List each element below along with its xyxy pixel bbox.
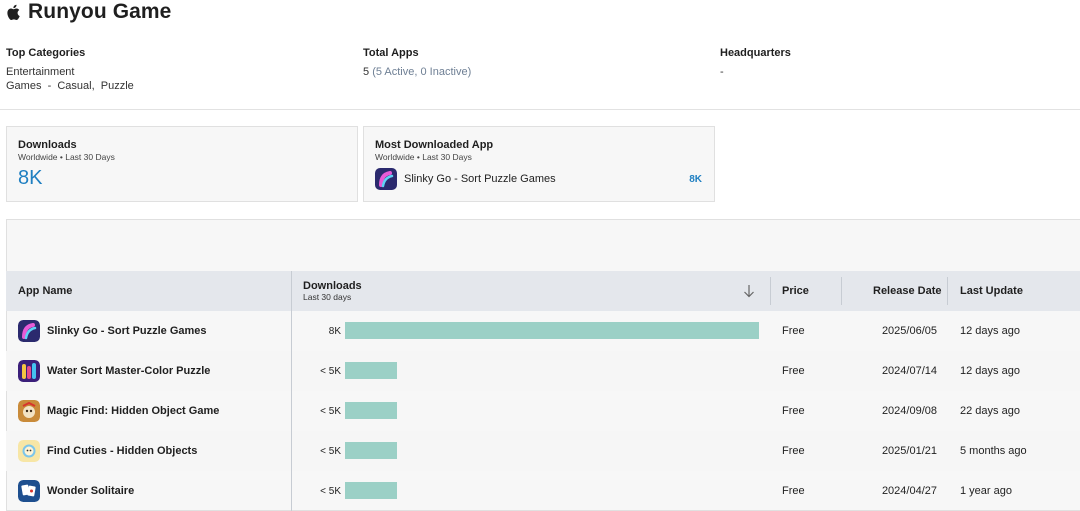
downloads-bar: [345, 402, 397, 419]
top-categories-label: Top Categories: [6, 47, 86, 59]
downloads-value: < 5K: [320, 405, 341, 417]
release-date: 2024/04/27: [881, 485, 937, 497]
app-name[interactable]: Wonder Solitaire: [47, 485, 135, 497]
app-name[interactable]: Water Sort Master-Color Puzzle: [47, 365, 211, 377]
slinky-app-icon: [375, 168, 397, 190]
solitaire-app-icon: [18, 480, 40, 502]
downloads-value: < 5K: [320, 445, 341, 457]
column-price[interactable]: Price: [782, 285, 809, 297]
downloads-bar: [345, 322, 759, 339]
app-name[interactable]: Slinky Go - Sort Puzzle Games: [47, 325, 207, 337]
price: Free: [782, 365, 805, 377]
downloads-value: < 5K: [320, 365, 341, 377]
category-entertainment[interactable]: Entertainment: [6, 66, 75, 78]
most-downloaded-subtitle: Worldwide • Last 30 Days: [375, 152, 472, 162]
downloads-bar: [345, 482, 397, 499]
column-divider: [947, 277, 948, 305]
downloads-card: Downloads Worldwide • Last 30 Days 8K: [6, 126, 358, 202]
last-update: 12 days ago: [960, 365, 1020, 377]
downloads-bar: [345, 362, 397, 379]
table-row[interactable]: Slinky Go - Sort Puzzle Games 8K Free 20…: [6, 311, 1080, 351]
most-downloaded-app-name: Slinky Go - Sort Puzzle Games: [404, 173, 556, 185]
last-update: 1 year ago: [960, 485, 1012, 497]
column-downloads-label: Downloads: [303, 280, 362, 292]
table-row[interactable]: Wonder Solitaire < 5K Free 2024/04/27 1 …: [6, 471, 1080, 511]
downloads-value: < 5K: [320, 485, 341, 497]
category-games[interactable]: Games - Casual, Puzzle: [6, 80, 134, 92]
slinky-app-icon: [18, 320, 40, 342]
magic-find-app-icon: [18, 400, 40, 422]
total-apps-detail: (5 Active, 0 Inactive): [372, 66, 472, 78]
column-downloads[interactable]: Downloads Last 30 days: [303, 271, 362, 311]
sort-descending-icon[interactable]: [743, 284, 755, 298]
total-apps-label: Total Apps: [363, 47, 419, 59]
downloads-bar: [345, 442, 397, 459]
top-categories: Top Categories Entertainment Games - Cas…: [6, 46, 134, 93]
column-release-date[interactable]: Release Date: [873, 285, 942, 297]
release-date: 2024/09/08: [881, 405, 937, 417]
headquarters: Headquarters -: [720, 46, 791, 79]
column-app-name[interactable]: App Name: [18, 285, 73, 297]
price: Free: [782, 325, 805, 337]
column-last-update[interactable]: Last Update: [960, 285, 1023, 297]
release-date: 2025/01/21: [881, 445, 937, 457]
apple-icon: [7, 4, 20, 20]
app-name[interactable]: Magic Find: Hidden Object Game: [47, 405, 220, 417]
price: Free: [782, 485, 805, 497]
downloads-card-subtitle: Worldwide • Last 30 Days: [18, 152, 115, 162]
apps-table-body: Slinky Go - Sort Puzzle Games 8K Free 20…: [6, 311, 1080, 511]
release-date: 2024/07/14: [881, 365, 937, 377]
section-divider: [0, 109, 1080, 110]
app-name[interactable]: Find Cuties - Hidden Objects: [47, 445, 198, 457]
column-divider: [770, 277, 771, 305]
last-update: 22 days ago: [960, 405, 1020, 417]
find-cuties-app-icon: [18, 440, 40, 462]
price: Free: [782, 405, 805, 417]
headquarters-label: Headquarters: [720, 47, 791, 59]
water-sort-app-icon: [18, 360, 40, 382]
total-apps-count: 5: [363, 66, 370, 78]
headquarters-value: -: [720, 66, 724, 78]
publisher-header: Runyou Game: [6, 0, 171, 24]
most-downloaded-app[interactable]: Slinky Go - Sort Puzzle Games 8K: [375, 168, 703, 190]
table-header: App Name Downloads Last 30 days Price Re…: [6, 271, 1080, 311]
last-update: 12 days ago: [960, 325, 1020, 337]
release-date: 2025/06/05: [881, 325, 937, 337]
table-row[interactable]: Water Sort Master-Color Puzzle < 5K Free…: [6, 351, 1080, 391]
most-downloaded-card: Most Downloaded App Worldwide • Last 30 …: [363, 126, 715, 202]
downloads-card-value: 8K: [18, 167, 43, 189]
downloads-card-title: Downloads: [18, 139, 77, 151]
column-divider: [841, 277, 842, 305]
most-downloaded-app-value: 8K: [689, 173, 702, 185]
downloads-value: 8K: [328, 325, 341, 337]
last-update: 5 months ago: [960, 445, 1027, 457]
table-row[interactable]: Find Cuties - Hidden Objects < 5K Free 2…: [6, 431, 1080, 471]
page-title: Runyou Game: [28, 0, 172, 23]
column-downloads-sub: Last 30 days: [303, 292, 352, 302]
total-apps: Total Apps 5 (5 Active, 0 Inactive): [363, 46, 471, 79]
table-row[interactable]: Magic Find: Hidden Object Game < 5K Free…: [6, 391, 1080, 431]
price: Free: [782, 445, 805, 457]
downloads-column-divider: [291, 271, 292, 511]
most-downloaded-title: Most Downloaded App: [375, 139, 494, 151]
